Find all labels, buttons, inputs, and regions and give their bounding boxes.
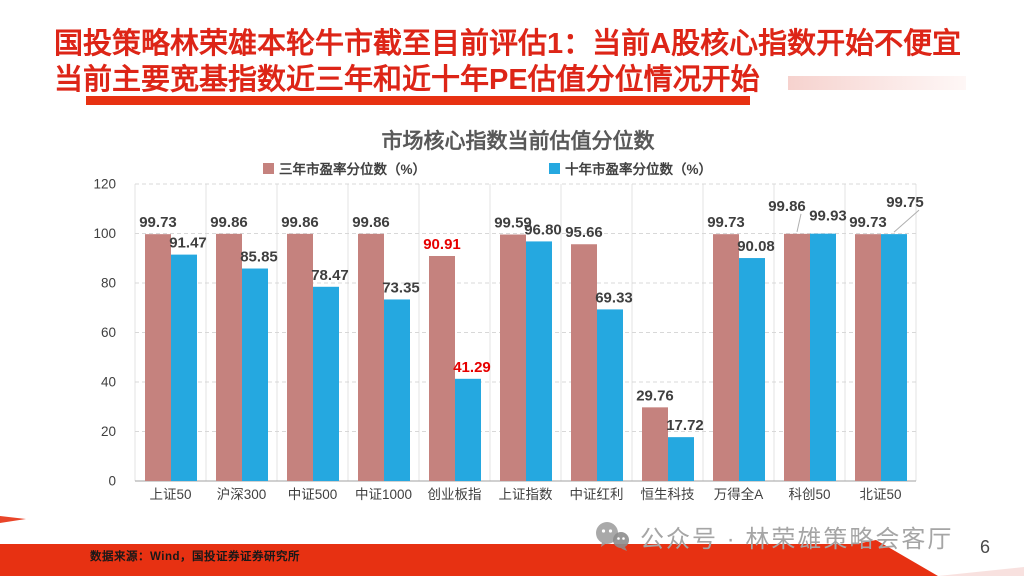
watermark-text: 公众号 · 林荣雄策略会客厅 <box>640 526 954 553</box>
svg-text:99.86: 99.86 <box>768 198 806 215</box>
source-note: 数据来源：Wind，国投证券证券研究所 <box>90 551 300 563</box>
svg-text:创业板指: 创业板指 <box>428 487 482 502</box>
svg-text:80: 80 <box>101 276 116 291</box>
svg-text:北证50: 北证50 <box>859 487 901 502</box>
svg-text:69.33: 69.33 <box>595 289 633 306</box>
svg-text:99.93: 99.93 <box>809 208 847 225</box>
svg-text:中证红利: 中证红利 <box>570 487 624 502</box>
title-fade-band <box>788 76 966 90</box>
svg-text:29.76: 29.76 <box>636 387 674 404</box>
legend-swatch-3y-icon <box>263 162 274 174</box>
svg-text:60: 60 <box>101 325 116 340</box>
svg-text:99.86: 99.86 <box>352 214 390 231</box>
svg-text:85.85: 85.85 <box>240 249 278 266</box>
svg-text:99.59: 99.59 <box>494 215 532 232</box>
watermark: 公众号 · 林荣雄策略会客厅 <box>594 519 953 554</box>
chart-title: 市场核心指数当前估值分位数 <box>381 130 655 153</box>
title-underline <box>86 96 750 105</box>
svg-text:95.66: 95.66 <box>565 224 603 241</box>
slide-title-line1: 国投策略林荣雄本轮牛市截至目前评估1：当前A股核心指数开始不便宜 <box>54 28 962 60</box>
svg-text:96.80: 96.80 <box>524 221 562 238</box>
legend-swatch-10y-icon <box>549 162 560 174</box>
legend-item-10y: 十年市盈率分位数（%） <box>549 158 712 178</box>
page-number: 6 <box>980 537 991 557</box>
svg-text:99.86: 99.86 <box>281 214 319 231</box>
svg-text:万得全A: 万得全A <box>714 486 764 502</box>
svg-text:41.29: 41.29 <box>453 359 491 376</box>
svg-text:沪深300: 沪深300 <box>217 487 267 502</box>
svg-text:78.47: 78.47 <box>311 267 349 284</box>
svg-text:17.72: 17.72 <box>666 417 704 434</box>
slide-title-line2: 当前主要宽基指数近三年和近十年PE估值分位情况开始 <box>54 64 760 96</box>
svg-text:上证50: 上证50 <box>149 487 191 502</box>
wechat-icon <box>596 521 629 551</box>
svg-text:99.73: 99.73 <box>707 214 745 231</box>
footer-ribbon <box>0 516 1024 576</box>
svg-text:恒生科技: 恒生科技 <box>641 487 695 502</box>
svg-text:120: 120 <box>93 177 116 192</box>
svg-text:90.08: 90.08 <box>737 238 775 255</box>
svg-text:90.91: 90.91 <box>423 236 461 253</box>
svg-text:73.35: 73.35 <box>382 279 420 296</box>
svg-text:中证500: 中证500 <box>288 487 338 502</box>
svg-text:40: 40 <box>101 375 116 390</box>
svg-text:上证指数: 上证指数 <box>499 487 553 502</box>
svg-text:中证1000: 中证1000 <box>355 487 412 502</box>
svg-text:99.73: 99.73 <box>849 214 887 231</box>
svg-text:科创50: 科创50 <box>788 487 830 502</box>
svg-text:91.47: 91.47 <box>169 235 207 252</box>
svg-text:0: 0 <box>108 474 116 489</box>
svg-text:20: 20 <box>101 424 116 439</box>
svg-text:100: 100 <box>93 226 116 241</box>
legend-label-10y: 十年市盈率分位数（%） <box>565 162 713 177</box>
svg-text:99.86: 99.86 <box>210 214 248 231</box>
svg-text:99.75: 99.75 <box>886 194 924 211</box>
svg-text:99.73: 99.73 <box>139 214 177 231</box>
legend-item-3y: 三年市盈率分位数（%） <box>263 158 426 178</box>
legend-label-3y: 三年市盈率分位数（%） <box>279 162 427 177</box>
